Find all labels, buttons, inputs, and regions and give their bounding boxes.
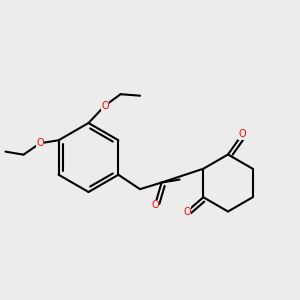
Text: O: O	[238, 129, 246, 139]
Text: O: O	[101, 100, 109, 111]
Text: O: O	[151, 200, 159, 210]
Text: O: O	[183, 207, 190, 217]
Text: O: O	[36, 138, 44, 148]
